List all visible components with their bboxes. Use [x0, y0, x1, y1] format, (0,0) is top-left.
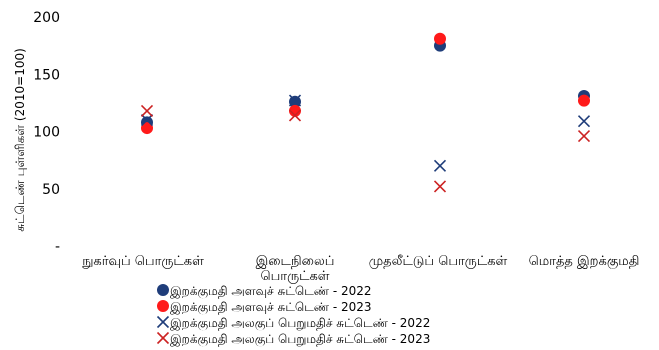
y-tick-label-0: -	[55, 239, 60, 255]
y-axis: - 50 100 150 200	[33, 10, 60, 255]
y-tick-label-3: 150	[33, 67, 60, 83]
legend-label-0: இறக்குமதி அளவுச் சுட்டெண் - 2022	[170, 284, 372, 299]
point-s2-c0	[140, 113, 154, 127]
legend-marker-2-stroke-b	[156, 315, 170, 329]
legend: இறக்குமதி அளவுச் சுட்டெண் - 2022இறக்குமத…	[156, 284, 430, 347]
point-s2-c2-stroke-b	[433, 159, 447, 172]
legend-marker-3	[156, 331, 170, 345]
legend-label-2: இறக்குமதி அலகுப் பெறுமதிச் சுட்டெண் - 20…	[170, 316, 430, 331]
point-s3-c1-stroke-b	[288, 109, 302, 122]
legend-label-1: இறக்குமதி அளவுச் சுட்டெண் - 2023	[170, 300, 372, 315]
legend-marker-2	[156, 315, 170, 329]
point-s1-c1	[289, 104, 301, 117]
point-s2-c2	[433, 159, 447, 172]
y-tick-label-1: 50	[42, 182, 60, 198]
point-s3-c2-stroke-b	[433, 180, 447, 193]
x-category-label-3: மொத்த இறக்குமதி	[529, 254, 640, 269]
x-category-label-0: நுகர்வுப் பொருட்கள்	[82, 254, 204, 269]
point-s2-c3	[577, 115, 591, 128]
point-s0-c1	[289, 95, 301, 108]
point-s3-c1	[288, 109, 302, 122]
point-s3-c0-stroke-b	[140, 104, 154, 117]
y-tick-label-4: 200	[33, 10, 60, 26]
point-s2-c0-stroke-b	[140, 113, 154, 127]
point-s3-c3	[577, 130, 591, 143]
point-s2-c1-stroke-b	[288, 94, 302, 107]
x-category-label-1-line-0: இடைநிலைப்	[256, 254, 335, 269]
legend-marker-0	[157, 284, 169, 296]
point-s3-c2	[433, 180, 447, 193]
y-axis-label-group: சுட்டெண் புள்ளிகள் (2010=100)	[13, 48, 27, 232]
x-axis-categories: நுகர்வுப் பொருட்கள் இடைநிலைப்பொருட்கள் முத…	[82, 254, 639, 284]
x-category-label-2: முதலீட்டுப் பொருட்கள்	[369, 254, 508, 269]
point-s1-c2	[434, 32, 446, 45]
legend-marker-3-stroke-b	[156, 331, 170, 345]
point-s1-c0	[141, 122, 153, 135]
data-marks	[140, 32, 591, 193]
point-s3-c3-stroke-b	[577, 130, 591, 143]
point-s1-c3	[578, 94, 590, 107]
point-s2-c3-stroke-b	[577, 115, 591, 128]
legend-label-3: இறக்குமதி அலகுப் பெறுமதிச் சுட்டெண் - 20…	[170, 332, 430, 347]
x-category-label-1-line-1: பொருட்கள்	[260, 269, 329, 284]
y-tick-label-2: 100	[33, 125, 60, 141]
point-s2-c1	[288, 94, 302, 107]
point-s3-c0	[140, 104, 154, 117]
y-axis-label: சுட்டெண் புள்ளிகள் (2010=100)	[13, 48, 27, 232]
legend-marker-1	[157, 300, 169, 312]
